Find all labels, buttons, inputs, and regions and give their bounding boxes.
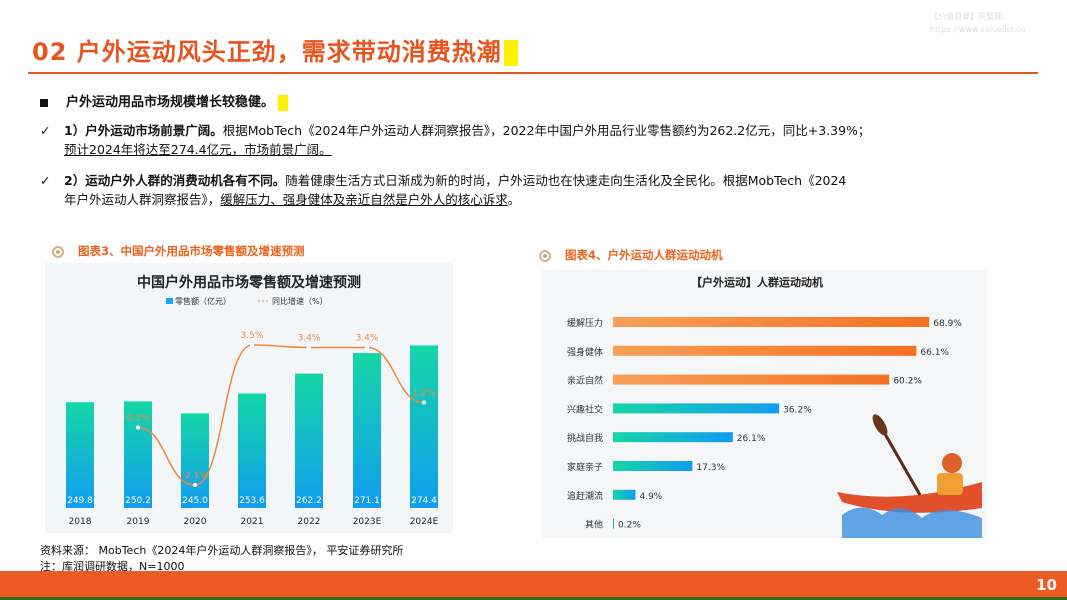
bar-2021 <box>238 393 266 508</box>
growth-label: 3.4% <box>356 334 379 344</box>
bar-2023E <box>353 353 381 508</box>
x-tick-label: 2019 <box>127 517 150 527</box>
bar-2019 <box>124 401 152 508</box>
growth-point <box>193 483 197 487</box>
growth-point <box>422 400 426 405</box>
x-tick-label: 2022 <box>298 517 321 527</box>
x-tick-label: 2018 <box>69 517 92 527</box>
bar-其他 <box>613 518 614 529</box>
growth-line <box>137 344 425 486</box>
figure3-caption: 图表3、中国户外用品市场零售额及增速预测 <box>52 243 305 259</box>
growth-label: 0.2% <box>127 414 150 424</box>
value-label: 66.1% <box>920 348 949 358</box>
bar-value-label: 249.8 <box>67 496 93 506</box>
category-label: 缓解压力 <box>567 317 603 329</box>
growth-point <box>365 345 369 350</box>
value-label: 26.1% <box>737 434 766 444</box>
kayaker-body-icon <box>937 473 963 495</box>
bar-value-label: 271.1 <box>354 496 380 506</box>
growth-point <box>307 345 311 350</box>
bar-缓解压力 <box>613 317 930 327</box>
growth-label: 3.4% <box>298 334 321 344</box>
category-label: 其他 <box>585 519 603 531</box>
bar-value-label: 262.2 <box>296 496 322 506</box>
source-note: 资料来源： MobTech《2024年户外运动人群洞察报告》， 平安证券研究所注… <box>40 544 404 573</box>
point-2: ✓ 2）运动户外人群的消费动机各有不同。随着健康生活方式日渐成为新的时尚，户外运动… <box>40 173 847 207</box>
bar-value-label: 250.2 <box>125 496 151 506</box>
value-label: 36.2% <box>783 405 812 415</box>
x-tick-label: 2021 <box>241 517 264 527</box>
bar-value-label: 253.6 <box>239 496 265 506</box>
growth-label: 1.2% <box>413 389 436 399</box>
category-label: 家庭亲子 <box>567 461 603 473</box>
value-label: 17.3% <box>696 463 725 473</box>
bar-2022 <box>295 373 323 508</box>
value-label: 68.9% <box>933 319 962 329</box>
water-icon <box>842 507 982 538</box>
value-label: 4.9% <box>639 492 662 502</box>
growth-label: -2.1% <box>182 471 209 481</box>
bar-挑战自我 <box>613 432 733 443</box>
bar-2024E <box>410 345 438 508</box>
bar-亲近自然 <box>613 374 890 385</box>
value-label: 60.2% <box>893 377 922 387</box>
chart-title: 中国户外用品市场零售额及增速预测 <box>137 274 361 291</box>
x-tick-label: 2024E <box>410 517 439 527</box>
kayak-icon <box>837 482 982 513</box>
value-label: 0.2% <box>618 521 641 531</box>
section-bullet: 户外运动用品市场规模增长较稳健。 <box>40 91 289 111</box>
bar-2020 <box>181 413 209 508</box>
growth-label: 3.5% <box>241 331 264 341</box>
category-label: 追赶潮流 <box>567 490 603 502</box>
paddle-blade-icon <box>872 414 888 436</box>
bar-强身健体 <box>613 345 917 356</box>
bar-兴趣社交 <box>613 403 780 414</box>
bar-2018 <box>66 402 94 508</box>
category-label: 强身健体 <box>567 346 603 358</box>
footer-bar: 10 <box>0 571 1067 597</box>
bar-value-label: 274.4 <box>411 496 437 506</box>
figure4-caption: 图表4、户外运动人群运动动机 <box>539 247 723 263</box>
category-label: 亲近自然 <box>567 375 603 387</box>
title-divider <box>28 72 1038 74</box>
bar-家庭亲子 <box>613 461 693 471</box>
watermark: 【价值目录】网整理： https://www.valuelist.cn <box>930 12 1026 34</box>
growth-point <box>250 343 254 347</box>
legend-bar-label: 零售额（亿元） <box>175 296 231 306</box>
kayaker-head-icon <box>942 453 962 473</box>
category-label: 兴趣社交 <box>567 403 603 415</box>
x-tick-label: 2020 <box>184 517 207 527</box>
bar-value-label: 245.0 <box>182 496 208 506</box>
footer-stripe <box>0 597 1067 600</box>
page-title: 02 户外运动风头正劲，需求带动消费热潮 <box>32 32 518 67</box>
page-number: 10 <box>1036 576 1057 594</box>
legend-line-label: 同比增速（%） <box>272 296 328 306</box>
point-1: ✓ 1）户外运动市场前景广阔。根据MobTech《2024年户外运动人群洞察报告》… <box>40 123 871 157</box>
category-label: 挑战自我 <box>567 432 603 444</box>
x-tick-label: 2023E <box>353 517 382 527</box>
chart-title: 【户外运动】人群运动动机 <box>691 275 823 289</box>
growth-point <box>136 425 140 430</box>
legend-bar-swatch <box>166 298 173 304</box>
bar-追赶潮流 <box>613 489 636 500</box>
